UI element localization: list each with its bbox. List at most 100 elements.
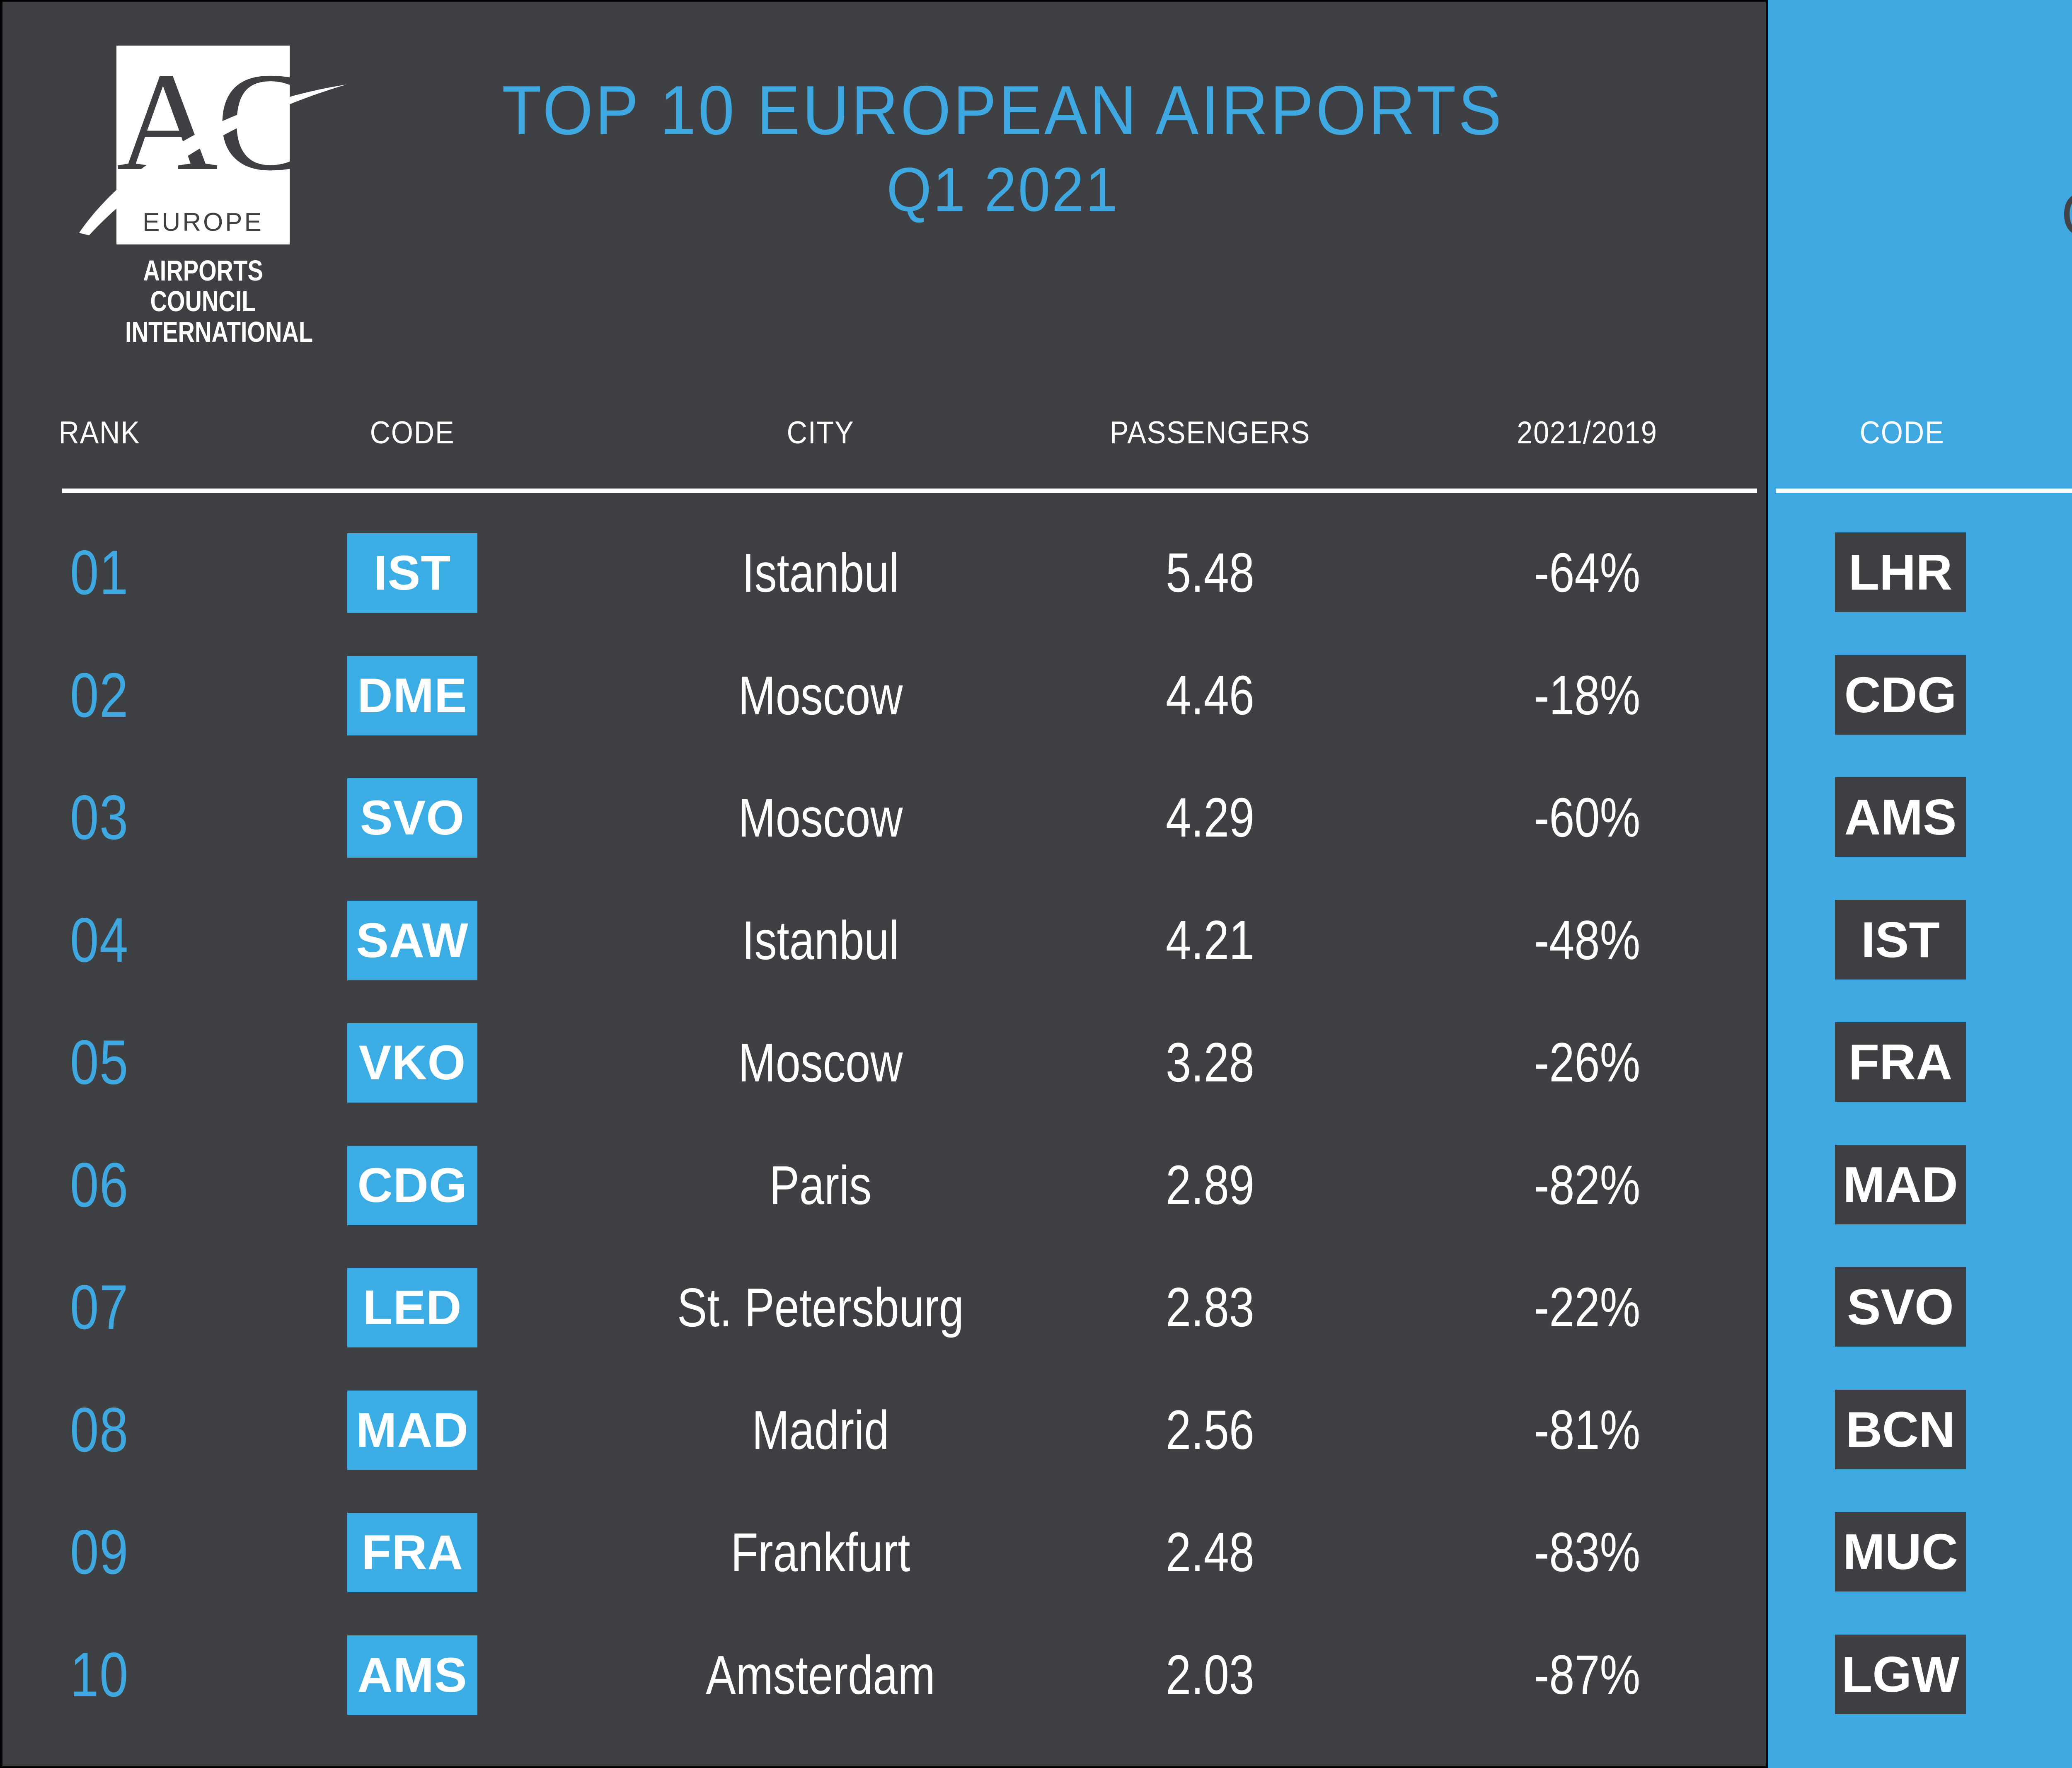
- airport-code-badge-right[interactable]: MAD: [1835, 1144, 1966, 1224]
- city-value: Frankfurt: [731, 1522, 910, 1583]
- airport-code-badge-right[interactable]: MUC: [1835, 1512, 1966, 1591]
- table-row[interactable]: 08 MAD Madrid 2.56 -81%: [0, 1369, 1766, 1491]
- table-row-right[interactable]: MUC9.963.9%: [1768, 1491, 2072, 1613]
- airport-code-label-right: AMS: [1844, 789, 1957, 845]
- city-value: Moscow: [738, 1032, 903, 1093]
- airport-code-badge-right[interactable]: IST: [1835, 900, 1966, 980]
- passengers-value-right: 17.93: [1992, 512, 2072, 634]
- page-title: TOP 10 EUROPEAN AIRPORTS: [502, 71, 1504, 149]
- table-row[interactable]: 06 CDG Paris 2.89 -82%: [0, 1124, 1766, 1246]
- table-row[interactable]: 05 VKO Moscow 3.28 -26%: [0, 1001, 1766, 1124]
- passengers-value: 2.83: [1166, 1277, 1254, 1338]
- rank-value: 06: [70, 1149, 129, 1220]
- airport-code-label-right: CDG: [1844, 666, 1957, 723]
- airport-code-badge[interactable]: DME: [347, 655, 477, 735]
- header-right-passengers: PASSENGERS: [2019, 416, 2072, 450]
- airport-code-badge[interactable]: SAW: [347, 900, 477, 980]
- header-divider-right: [1776, 489, 2072, 493]
- airport-code-badge-right[interactable]: LHR: [1835, 532, 1966, 612]
- airport-code-label-right: MAD: [1843, 1156, 1958, 1213]
- passengers-value-right: 13.43: [1992, 1124, 2072, 1246]
- airport-code-badge[interactable]: LED: [347, 1268, 477, 1347]
- table-row-right[interactable]: FRA14.792.5%: [1768, 1001, 2072, 1124]
- airport-code-label: CDG: [357, 1158, 467, 1213]
- right-panel-title: Q1 2019: [1796, 182, 2072, 246]
- rank-value: 03: [70, 782, 129, 853]
- airport-code-label-right: SVO: [1847, 1279, 1954, 1335]
- airport-code-badge[interactable]: AMS: [347, 1635, 477, 1715]
- change-value: -48%: [1534, 909, 1641, 971]
- city-value: Moscow: [738, 665, 903, 726]
- passengers-value: 5.48: [1166, 542, 1254, 604]
- airport-code-badge[interactable]: FRA: [347, 1513, 477, 1592]
- airport-code-label: SAW: [356, 913, 469, 968]
- passengers-value-right: 15.17: [1992, 879, 2072, 1001]
- airport-code-label: DME: [357, 668, 467, 723]
- airport-code-label: AMS: [357, 1647, 467, 1703]
- airport-code-label-right: BCN: [1845, 1401, 1956, 1458]
- table-row-right[interactable]: MAD13.436.4%: [1768, 1124, 2072, 1246]
- change-value: -26%: [1534, 1032, 1641, 1093]
- airport-code-badge[interactable]: IST: [347, 533, 477, 613]
- passengers-value-right: 15.48: [1992, 757, 2072, 879]
- table-row[interactable]: 03 SVO Moscow 4.29 -60%: [0, 757, 1766, 879]
- airport-code-badge[interactable]: MAD: [347, 1390, 477, 1470]
- table-row-right[interactable]: SVO10.7017.6%: [1768, 1246, 2072, 1369]
- table-row[interactable]: 02 DME Moscow 4.46 -18%: [0, 634, 1766, 757]
- change-value: -18%: [1534, 664, 1641, 726]
- city-value: Istanbul: [742, 909, 899, 971]
- rank-value: 07: [70, 1272, 129, 1342]
- passengers-value-right: 9.67: [1992, 1614, 2072, 1736]
- header-divider-left: [62, 489, 1757, 493]
- table-row-right[interactable]: IST15.17-2.7%: [1768, 879, 2072, 1001]
- change-value: -64%: [1534, 542, 1641, 604]
- rank-value: 09: [70, 1517, 129, 1587]
- table-row-right[interactable]: BCN10.505.9%: [1768, 1369, 2072, 1491]
- logo-org-line1: AIRPORTS COUNCIL: [143, 254, 263, 317]
- city-value: Madrid: [752, 1399, 889, 1461]
- airport-code-badge-right[interactable]: FRA: [1835, 1022, 1966, 1102]
- change-value: -87%: [1534, 1644, 1641, 1706]
- table-row[interactable]: 07 LED St. Petersburg 2.83 -22%: [0, 1246, 1766, 1369]
- logo-white-box: ACI EUROPE: [79, 46, 356, 244]
- airport-code-label-right: LHR: [1848, 544, 1953, 600]
- passengers-value: 2.89: [1166, 1154, 1254, 1216]
- table-row[interactable]: 04 SAW Istanbul 4.21 -48%: [0, 879, 1766, 1001]
- rank-value: 05: [70, 1027, 129, 1098]
- airport-code-label: IST: [373, 546, 451, 600]
- airport-code-badge-right[interactable]: CDG: [1835, 655, 1966, 735]
- rank-value: 01: [70, 537, 129, 608]
- table-row-right[interactable]: CDG16.485.7%: [1768, 634, 2072, 757]
- airport-code-badge-right[interactable]: AMS: [1835, 777, 1966, 857]
- airport-code-label: LED: [363, 1280, 462, 1335]
- airport-code-badge-right[interactable]: LGW: [1835, 1634, 1966, 1714]
- table-row[interactable]: 09 FRA Frankfurt 2.48 -83%: [0, 1491, 1766, 1613]
- rank-value: 02: [70, 660, 129, 730]
- logo-europe-text: EUROPE: [143, 208, 264, 237]
- change-value: -22%: [1534, 1277, 1641, 1338]
- airport-code-label: FRA: [361, 1525, 463, 1580]
- table-row[interactable]: 01 IST Istanbul 5.48 -64%: [0, 512, 1766, 634]
- left-panel: [2, 2, 1766, 1766]
- airport-code-label-right: LGW: [1841, 1646, 1960, 1703]
- passengers-value: 3.28: [1166, 1032, 1254, 1093]
- airport-code-badge[interactable]: VKO: [347, 1023, 477, 1103]
- table-row-right[interactable]: LHR17.931.4%: [1768, 512, 2072, 634]
- airport-code-badge-right[interactable]: BCN: [1835, 1389, 1966, 1469]
- passengers-value-right: 10.50: [1992, 1369, 2072, 1491]
- passengers-value-right: 10.70: [1992, 1246, 2072, 1369]
- table-row-right[interactable]: LGW9.674.0%: [1768, 1614, 2072, 1736]
- aci-europe-logo: ACI EUROPE AIRPORTS COUNCIL INTERNATIONA…: [79, 46, 356, 347]
- table-row[interactable]: 10 AMS Amsterdam 2.03 -87%: [0, 1614, 1766, 1736]
- city-value: Amsterdam: [706, 1644, 935, 1705]
- table-row-right[interactable]: AMS15.481.6%: [1768, 757, 2072, 879]
- city-value: St. Petersburg: [677, 1277, 964, 1338]
- airport-code-badge[interactable]: SVO: [347, 778, 477, 858]
- passengers-value: 2.03: [1166, 1644, 1254, 1706]
- airport-code-badge-right[interactable]: SVO: [1835, 1267, 1966, 1347]
- header-code: CODE: [370, 415, 455, 450]
- city-value: Paris: [769, 1154, 872, 1216]
- airport-code-badge[interactable]: CDG: [347, 1145, 477, 1225]
- header-city: CITY: [787, 415, 854, 450]
